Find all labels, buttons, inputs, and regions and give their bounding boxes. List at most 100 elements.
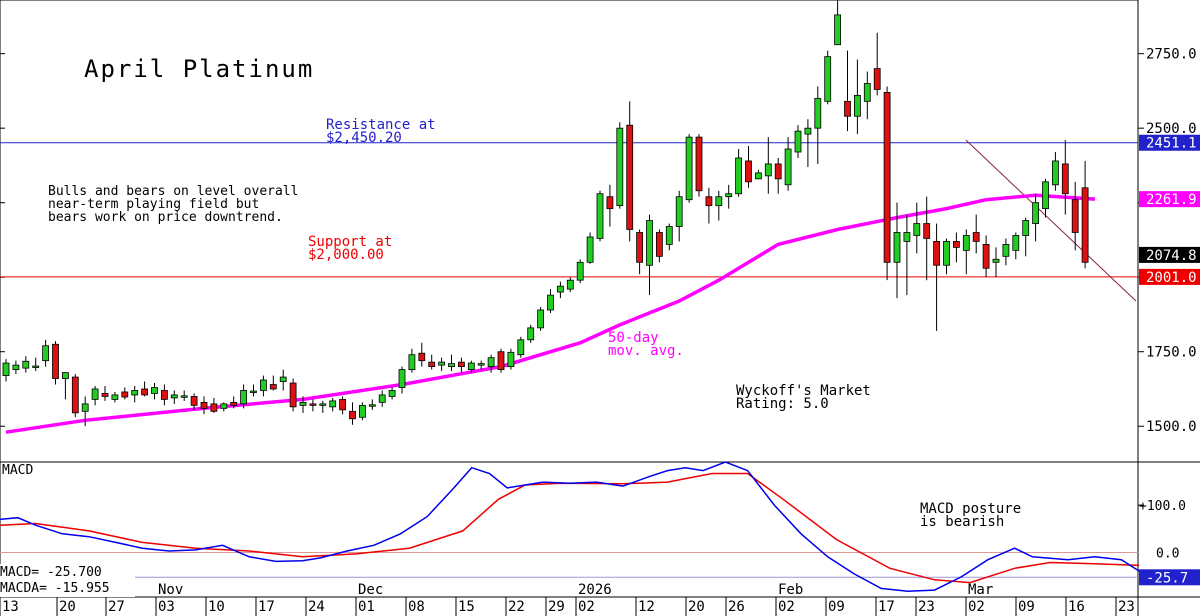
macd-tick-label: +100.0 (1139, 499, 1186, 514)
candle-body (685, 136, 693, 201)
candle-body (487, 357, 495, 368)
candle-body (646, 220, 653, 266)
candle-body (349, 410, 356, 420)
candle-body (81, 403, 89, 412)
x-tick-label: 29 (548, 599, 565, 615)
candle-body (1002, 244, 1010, 257)
candle-body (606, 196, 614, 210)
candle-body (101, 393, 109, 397)
candle-body (141, 388, 149, 396)
resistance-label: $2,450.20 (326, 130, 402, 146)
candle-body (933, 241, 940, 266)
macda-readout: MACDA= -15.955 (0, 581, 110, 596)
x-tick-label: 09 (828, 599, 845, 615)
x-tick-label: 02 (578, 599, 595, 615)
candle-body (566, 279, 574, 290)
candle-body (1012, 235, 1020, 251)
candle-body (982, 244, 990, 269)
candle-body (665, 226, 673, 245)
candle-body (745, 160, 752, 183)
macd-value-label: -25.7 (1146, 570, 1188, 586)
support-label: $2,000.00 (308, 247, 384, 263)
candle-body (1081, 187, 1089, 263)
candle-body (299, 401, 307, 406)
price-tick-label: 1500.0 (1146, 419, 1197, 435)
candle-body (368, 404, 376, 407)
candle-body (467, 362, 475, 370)
candle-body (269, 384, 277, 390)
x-tick-label: 24 (308, 599, 325, 615)
candle-body (408, 354, 416, 371)
market-rating-text: Wyckoff's Market (736, 383, 871, 399)
candle-body (784, 148, 792, 186)
candle-body (626, 124, 634, 230)
candle-body (1061, 163, 1069, 195)
price-box-label: 2074.8 (1146, 248, 1197, 264)
macd-panel-title: MACD (2, 463, 33, 478)
candle-body (240, 390, 248, 405)
price-box (1139, 246, 1200, 263)
x-tick-label: 17 (258, 599, 275, 615)
macd-commentary: MACD posture (920, 501, 1021, 517)
x-tick-label: 03 (158, 599, 175, 615)
candle-body (883, 92, 891, 263)
candle-body (586, 236, 594, 263)
candle-body (547, 294, 554, 311)
x-tick-label: 08 (408, 599, 425, 615)
candle-body (22, 360, 30, 369)
candle-body (378, 394, 386, 403)
candle-body (1032, 202, 1039, 224)
candle-body (913, 223, 921, 236)
commentary-text: bears work on price downtrend. (48, 210, 283, 225)
chart-title: April Platinum (84, 55, 314, 83)
candle-body (230, 401, 238, 406)
price-box (1139, 191, 1200, 208)
price-box (1139, 134, 1200, 151)
candle-body (715, 196, 723, 207)
candle-body (903, 232, 911, 242)
x-tick-label: 20 (688, 599, 705, 615)
x-tick-label: 09 (1018, 599, 1035, 615)
candle-body (32, 365, 40, 368)
candle-body (596, 193, 604, 239)
x-tick-label: 17 (878, 599, 895, 615)
x-tick-label: 20 (59, 599, 76, 615)
x-tick-label: 27 (108, 599, 125, 615)
candle-body (616, 127, 624, 207)
candle-body (71, 376, 79, 414)
candle-body (863, 83, 871, 102)
candle-body (210, 403, 218, 412)
x-tick-label: 26 (728, 599, 745, 615)
candle-body (695, 136, 703, 192)
market-rating-text: Rating: 5.0 (736, 396, 829, 412)
candle-body (91, 388, 99, 400)
candle-body (972, 232, 980, 242)
macd-tick-label: 0.0 (1156, 547, 1179, 562)
price-box-label: 2451.1 (1146, 136, 1197, 152)
candle-body (725, 193, 733, 198)
candle-body (289, 382, 297, 408)
x-tick-label: 10 (208, 599, 225, 615)
candle-body (1052, 160, 1059, 186)
candle-body (180, 395, 188, 398)
macd-value-box (1139, 569, 1200, 586)
month-label: Dec (358, 582, 383, 598)
candle-body (962, 235, 970, 251)
candle-body (943, 241, 950, 266)
candle-body (517, 339, 525, 356)
macd-readout: MACD= -25.700 (0, 565, 102, 580)
candle-body (1022, 220, 1030, 236)
x-tick-label: 15 (458, 599, 475, 615)
month-label: Feb (778, 582, 803, 598)
price-tick-label: 2500.0 (1146, 121, 1197, 137)
plot-frame (0, 0, 1139, 598)
candle-body (279, 376, 287, 382)
candle-body (52, 343, 59, 379)
candle-body (893, 232, 901, 263)
candle-body (418, 352, 426, 362)
candle-body (1071, 199, 1079, 233)
candle-body (190, 396, 198, 406)
candle-body (398, 369, 406, 388)
candle-body (923, 223, 931, 239)
